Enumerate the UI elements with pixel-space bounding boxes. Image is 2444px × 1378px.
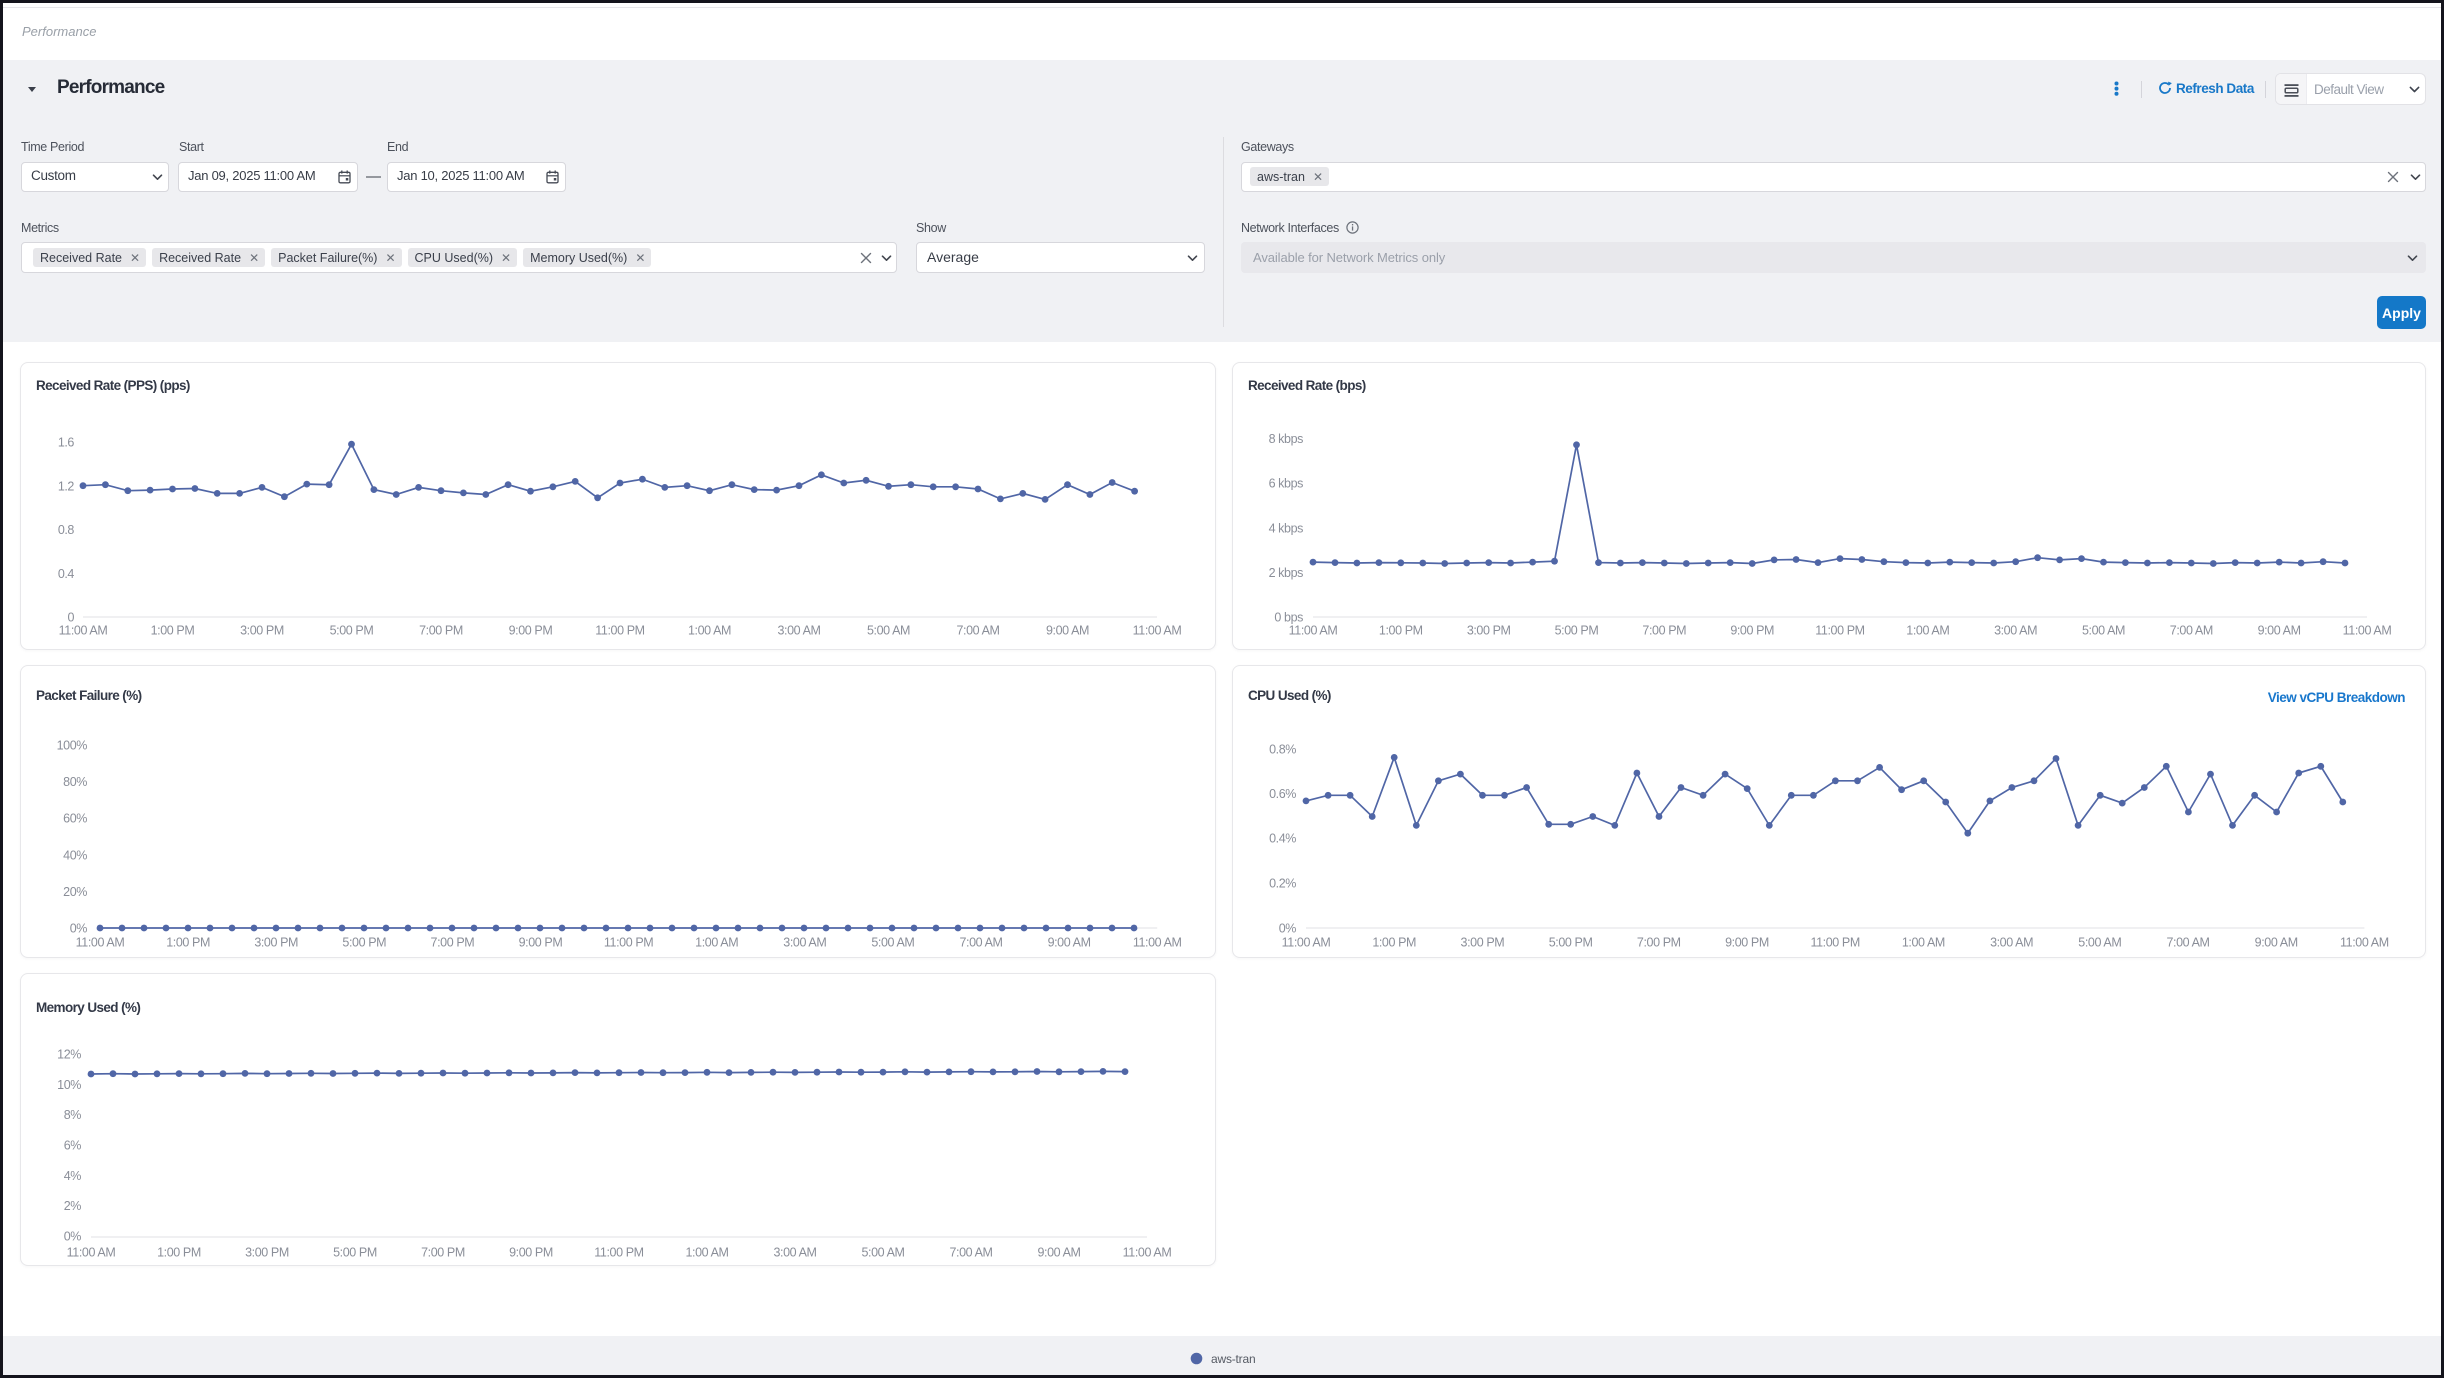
svg-text:8%: 8%	[64, 1108, 82, 1122]
svg-text:4%: 4%	[64, 1169, 82, 1183]
svg-text:11:00 AM: 11:00 AM	[1133, 624, 1182, 638]
svg-text:6%: 6%	[64, 1139, 82, 1153]
svg-text:3:00 PM: 3:00 PM	[1461, 936, 1505, 950]
svg-text:11:00 PM: 11:00 PM	[594, 1246, 643, 1260]
svg-text:11:00 PM: 11:00 PM	[1811, 936, 1860, 950]
svg-text:0%: 0%	[1279, 922, 1297, 936]
svg-text:80%: 80%	[63, 775, 87, 789]
svg-text:7:00 PM: 7:00 PM	[1642, 624, 1686, 638]
svg-text:11:00 AM: 11:00 AM	[1289, 624, 1338, 638]
svg-text:0%: 0%	[70, 922, 88, 936]
svg-text:100%: 100%	[57, 739, 88, 753]
svg-text:1:00 PM: 1:00 PM	[166, 936, 210, 950]
svg-text:1:00 AM: 1:00 AM	[1902, 936, 1945, 950]
svg-text:3:00 PM: 3:00 PM	[1467, 624, 1511, 638]
svg-text:9:00 PM: 9:00 PM	[519, 936, 563, 950]
svg-text:5:00 AM: 5:00 AM	[867, 624, 910, 638]
svg-text:9:00 PM: 9:00 PM	[509, 1246, 553, 1260]
svg-text:0%: 0%	[64, 1230, 82, 1244]
svg-text:11:00 AM: 11:00 AM	[67, 1246, 116, 1260]
svg-text:1:00 PM: 1:00 PM	[1379, 624, 1423, 638]
svg-text:6 kbps: 6 kbps	[1269, 477, 1304, 491]
svg-text:9:00 AM: 9:00 AM	[1037, 1246, 1080, 1260]
svg-text:1:00 PM: 1:00 PM	[157, 1246, 201, 1260]
svg-text:1:00 AM: 1:00 AM	[688, 624, 731, 638]
svg-text:20%: 20%	[63, 885, 87, 899]
svg-text:3:00 AM: 3:00 AM	[1994, 624, 2037, 638]
svg-text:0.8%: 0.8%	[1269, 743, 1296, 757]
svg-text:0.8: 0.8	[58, 523, 75, 537]
svg-text:5:00 PM: 5:00 PM	[1549, 936, 1593, 950]
svg-text:11:00 AM: 11:00 AM	[2340, 936, 2389, 950]
svg-text:5:00 AM: 5:00 AM	[861, 1246, 904, 1260]
svg-text:3:00 AM: 3:00 AM	[773, 1246, 816, 1260]
svg-text:11:00 AM: 11:00 AM	[2343, 624, 2392, 638]
svg-text:11:00 PM: 11:00 PM	[604, 936, 653, 950]
svg-text:3:00 AM: 3:00 AM	[777, 624, 820, 638]
svg-text:3:00 PM: 3:00 PM	[240, 624, 284, 638]
svg-text:1.2: 1.2	[58, 479, 75, 493]
svg-text:2 kbps: 2 kbps	[1269, 566, 1304, 580]
svg-text:11:00 AM: 11:00 AM	[76, 936, 125, 950]
svg-text:5:00 AM: 5:00 AM	[871, 936, 914, 950]
svg-text:1:00 PM: 1:00 PM	[151, 624, 195, 638]
svg-text:11:00 AM: 11:00 AM	[1282, 936, 1331, 950]
svg-text:3:00 AM: 3:00 AM	[1990, 936, 2033, 950]
svg-text:3:00 PM: 3:00 PM	[245, 1246, 289, 1260]
svg-text:60%: 60%	[63, 812, 87, 826]
svg-text:1:00 AM: 1:00 AM	[695, 936, 738, 950]
svg-text:2%: 2%	[64, 1199, 82, 1213]
svg-text:9:00 PM: 9:00 PM	[1725, 936, 1769, 950]
svg-text:7:00 PM: 7:00 PM	[419, 624, 463, 638]
svg-text:1:00 AM: 1:00 AM	[685, 1246, 728, 1260]
svg-text:0: 0	[67, 611, 74, 625]
svg-text:7:00 AM: 7:00 AM	[959, 936, 1002, 950]
svg-text:11:00 AM: 11:00 AM	[1133, 936, 1182, 950]
svg-text:9:00 AM: 9:00 AM	[2255, 936, 2298, 950]
svg-text:0.6%: 0.6%	[1269, 787, 1296, 801]
svg-text:10%: 10%	[57, 1078, 81, 1092]
svg-text:5:00 PM: 5:00 PM	[1555, 624, 1599, 638]
svg-text:3:00 AM: 3:00 AM	[783, 936, 826, 950]
svg-text:5:00 PM: 5:00 PM	[333, 1246, 377, 1260]
svg-text:5:00 AM: 5:00 AM	[2082, 624, 2125, 638]
svg-text:5:00 PM: 5:00 PM	[330, 624, 374, 638]
svg-text:1:00 PM: 1:00 PM	[1372, 936, 1416, 950]
svg-text:40%: 40%	[63, 848, 87, 862]
svg-text:4 kbps: 4 kbps	[1269, 521, 1304, 535]
svg-text:7:00 AM: 7:00 AM	[949, 1246, 992, 1260]
svg-text:7:00 AM: 7:00 AM	[956, 624, 999, 638]
svg-text:9:00 AM: 9:00 AM	[1048, 936, 1091, 950]
svg-text:1:00 AM: 1:00 AM	[1906, 624, 1949, 638]
svg-text:1.6: 1.6	[58, 436, 75, 450]
svg-text:0.4%: 0.4%	[1269, 832, 1296, 846]
svg-text:3:00 PM: 3:00 PM	[254, 936, 298, 950]
svg-text:7:00 PM: 7:00 PM	[1637, 936, 1681, 950]
svg-text:5:00 PM: 5:00 PM	[342, 936, 386, 950]
svg-text:9:00 AM: 9:00 AM	[2258, 624, 2301, 638]
svg-text:5:00 AM: 5:00 AM	[2078, 936, 2121, 950]
svg-text:0 bps: 0 bps	[1274, 611, 1303, 625]
svg-text:0.2%: 0.2%	[1269, 876, 1296, 890]
svg-text:9:00 PM: 9:00 PM	[1730, 624, 1774, 638]
svg-text:11:00 AM: 11:00 AM	[59, 624, 108, 638]
svg-text:11:00 AM: 11:00 AM	[1123, 1246, 1172, 1260]
svg-text:7:00 AM: 7:00 AM	[2166, 936, 2209, 950]
svg-text:7:00 PM: 7:00 PM	[421, 1246, 465, 1260]
svg-text:8 kbps: 8 kbps	[1269, 432, 1304, 446]
svg-text:9:00 PM: 9:00 PM	[509, 624, 553, 638]
svg-text:7:00 PM: 7:00 PM	[431, 936, 475, 950]
svg-text:11:00 PM: 11:00 PM	[595, 624, 644, 638]
svg-text:7:00 AM: 7:00 AM	[2170, 624, 2213, 638]
svg-text:0.4: 0.4	[58, 567, 75, 581]
svg-text:11:00 PM: 11:00 PM	[1815, 624, 1864, 638]
svg-text:9:00 AM: 9:00 AM	[1046, 624, 1089, 638]
svg-text:12%: 12%	[57, 1048, 81, 1062]
